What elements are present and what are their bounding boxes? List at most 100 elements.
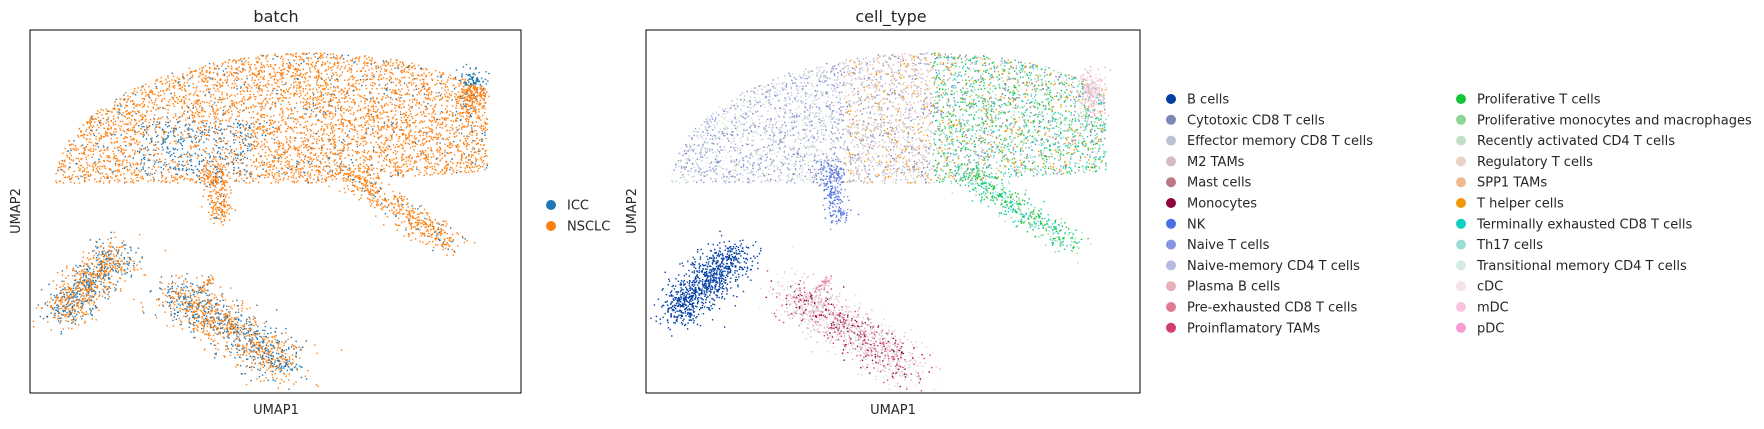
batch-scatter-point	[165, 138, 167, 140]
batch-scatter-point	[407, 137, 409, 139]
batch-scatter-point	[275, 82, 278, 85]
batch-scatter-point	[341, 141, 343, 143]
batch-scatter-point	[478, 139, 481, 141]
batch-scatter-point	[362, 80, 365, 83]
batch-scatter-point	[284, 165, 286, 167]
batch-scatter-point	[394, 166, 397, 168]
batch-scatter-point	[192, 119, 195, 121]
batch-scatter-point	[263, 126, 265, 128]
batch-scatter-point	[439, 151, 441, 154]
batch-scatter-point	[373, 62, 375, 64]
batch-scatter-point	[89, 138, 91, 140]
batch-scatter-point	[395, 169, 398, 171]
batch-scatter-point	[394, 127, 396, 129]
batch-scatter-point	[285, 136, 287, 138]
batch-scatter-point	[224, 158, 226, 161]
batch-scatter-point	[242, 155, 244, 157]
batch-scatter-point	[214, 118, 216, 120]
batch-scatter-point	[407, 142, 409, 144]
batch-scatter-point	[441, 127, 443, 129]
batch-scatter-point	[339, 166, 341, 169]
batch-scatter-point	[285, 161, 287, 163]
batch-scatter-point	[397, 67, 399, 70]
batch-scatter-point	[203, 110, 205, 112]
batch-scatter-point	[296, 165, 298, 168]
batch-scatter-point	[411, 142, 414, 144]
batch-scatter-point	[373, 146, 375, 148]
batch-scatter-point	[369, 91, 371, 93]
batch-scatter-point	[470, 163, 472, 165]
batch-scatter-point	[424, 170, 427, 172]
batch-scatter-point	[259, 155, 262, 157]
batch-scatter-point	[144, 130, 147, 132]
batch-scatter-point	[340, 155, 342, 157]
batch-scatter-point	[372, 96, 374, 98]
batch-scatter-point	[240, 93, 242, 95]
batch-scatter-point	[277, 100, 280, 102]
batch-scatter-point	[319, 111, 321, 113]
batch-scatter-point	[271, 84, 273, 86]
batch-scatter-point	[242, 158, 245, 160]
batch-scatter-point	[115, 170, 117, 172]
batch-scatter-point	[347, 176, 350, 178]
batch-scatter-point	[354, 168, 356, 170]
batch-scatter-point	[216, 113, 219, 115]
batch-scatter-point	[431, 79, 434, 81]
batch-scatter-point	[483, 128, 485, 130]
batch-scatter-point	[425, 168, 428, 170]
batch-scatter-point	[216, 168, 218, 171]
batch-scatter-point	[274, 87, 276, 90]
batch-scatter-point	[143, 105, 145, 107]
batch-scatter-point	[129, 121, 131, 124]
batch-scatter-point	[356, 88, 358, 90]
batch-scatter-point	[260, 155, 262, 157]
batch-scatter-point	[455, 145, 457, 147]
batch-scatter-point	[316, 107, 318, 110]
batch-scatter-point	[379, 118, 381, 120]
batch-scatter-point	[212, 107, 214, 109]
batch-scatter-point	[194, 181, 196, 184]
batch-scatter-point	[448, 152, 450, 155]
batch-scatter-point	[275, 92, 277, 95]
batch-scatter-point	[187, 129, 190, 132]
batch-scatter-point	[426, 90, 428, 92]
batch-scatter-point	[368, 69, 370, 71]
batch-scatter-point	[134, 169, 136, 172]
batch-scatter-point	[153, 159, 155, 162]
batch-scatter-point	[238, 170, 241, 173]
batch-scatter-point	[189, 178, 191, 180]
batch-scatter-point	[315, 181, 318, 184]
batch-scatter-point	[312, 147, 314, 150]
batch-scatter-point	[327, 66, 330, 68]
batch-scatter-point	[99, 120, 101, 122]
batch-scatter-point	[257, 181, 260, 183]
batch-scatter-point	[220, 128, 222, 130]
batch-scatter-point	[396, 99, 398, 101]
batch-scatter-point	[422, 134, 425, 137]
batch-scatter-point	[401, 122, 403, 124]
batch-scatter-point	[394, 146, 396, 149]
batch-scatter-point	[261, 108, 263, 110]
batch-scatter-point	[425, 109, 427, 111]
batch-scatter-point	[475, 121, 477, 123]
batch-scatter-point	[69, 152, 71, 155]
batch-scatter-point	[340, 163, 342, 166]
batch-scatter-point	[465, 120, 467, 122]
batch-scatter-point	[200, 177, 202, 179]
batch-scatter-point	[318, 139, 320, 141]
batch-scatter-point	[377, 137, 380, 139]
batch-scatter-point	[205, 147, 208, 149]
batch-scatter-point	[214, 180, 216, 182]
batch-scatter-point	[280, 156, 283, 159]
batch-scatter-point	[214, 84, 216, 86]
batch-scatter-point	[292, 117, 294, 119]
batch-scatter-point	[310, 71, 312, 73]
batch-scatter-point	[114, 175, 117, 178]
batch-scatter-point	[99, 168, 101, 170]
batch-scatter-point	[71, 174, 74, 176]
batch-scatter-point	[377, 121, 380, 123]
batch-scatter-point	[268, 161, 270, 163]
batch-scatter-point	[318, 173, 320, 176]
batch-scatter-point	[352, 138, 355, 141]
batch-scatter-point	[448, 114, 450, 116]
